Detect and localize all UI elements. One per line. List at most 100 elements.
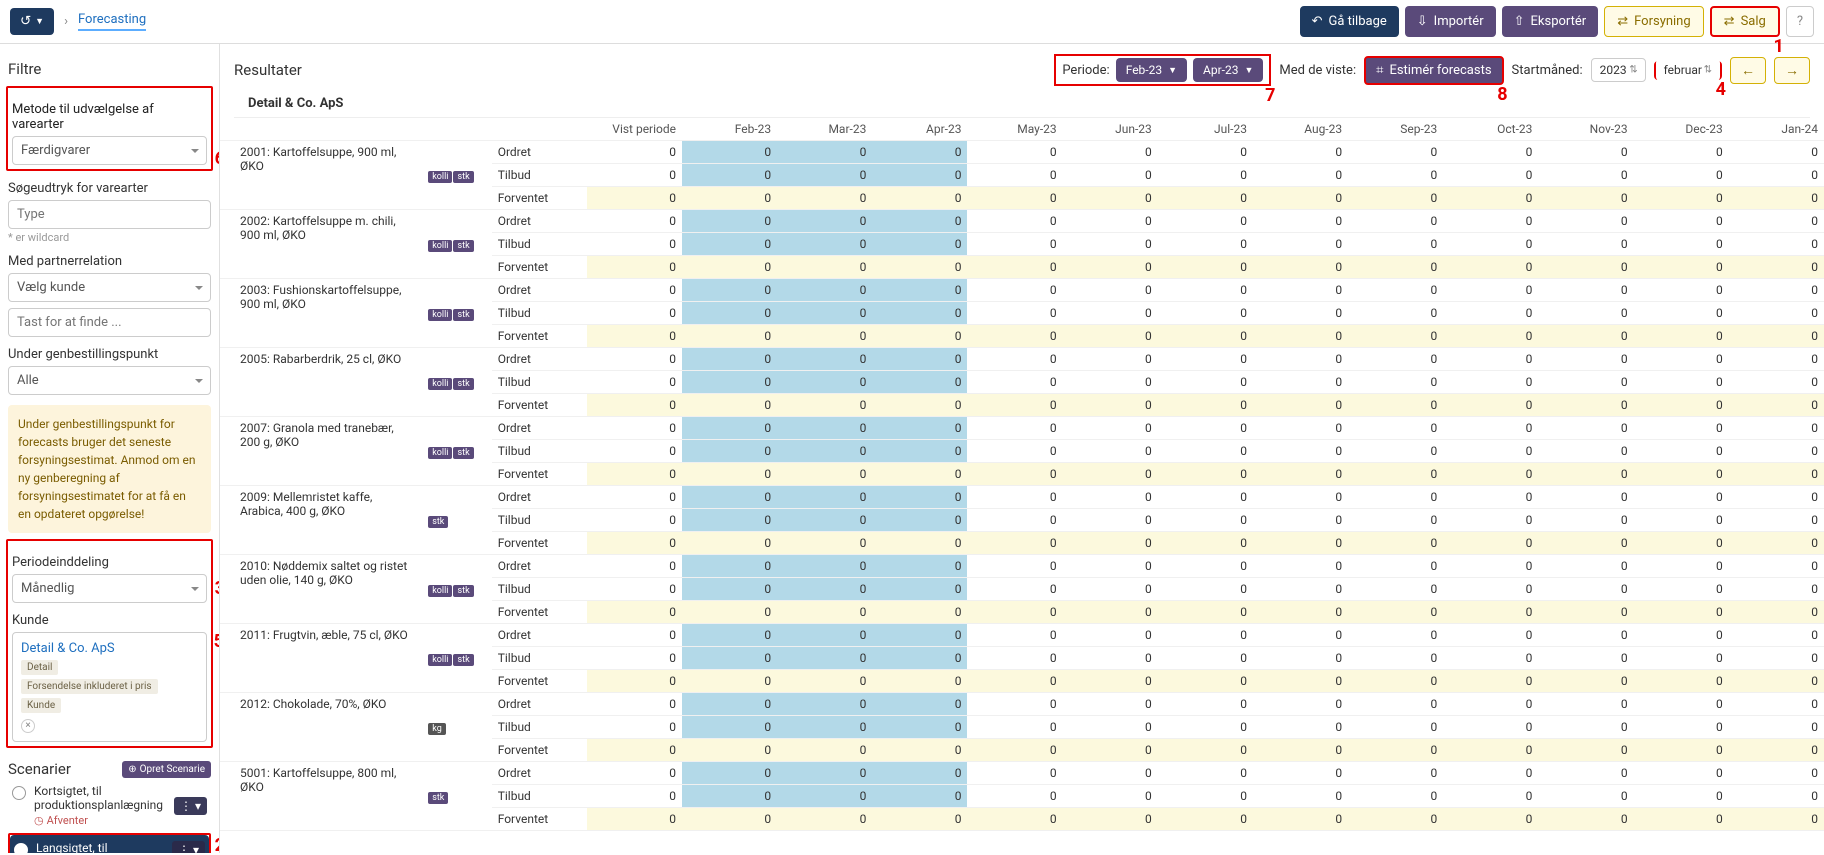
cell-value[interactable]: 0 bbox=[967, 394, 1062, 417]
cell-value[interactable]: 0 bbox=[1443, 394, 1538, 417]
cell-value[interactable]: 0 bbox=[872, 624, 967, 647]
cell-value[interactable]: 0 bbox=[1158, 233, 1253, 256]
cell-value[interactable]: 0 bbox=[1443, 417, 1538, 440]
cell-vist[interactable]: 0 bbox=[587, 233, 682, 256]
cell-value[interactable]: 0 bbox=[777, 509, 872, 532]
cell-value[interactable]: 0 bbox=[1634, 578, 1729, 601]
cell-value[interactable]: 0 bbox=[967, 601, 1062, 624]
cell-value[interactable]: 0 bbox=[872, 210, 967, 233]
cell-value[interactable]: 0 bbox=[1729, 532, 1824, 555]
cell-value[interactable]: 0 bbox=[1348, 164, 1443, 187]
forsyning-button[interactable]: ⇄ Forsyning bbox=[1604, 6, 1703, 37]
cell-value[interactable]: 0 bbox=[1063, 233, 1158, 256]
cell-value[interactable]: 0 bbox=[1063, 532, 1158, 555]
cell-value[interactable]: 0 bbox=[967, 647, 1062, 670]
cell-value[interactable]: 0 bbox=[1443, 762, 1538, 785]
cell-value[interactable]: 0 bbox=[1538, 187, 1633, 210]
cell-value[interactable]: 0 bbox=[1253, 808, 1348, 831]
cell-value[interactable]: 0 bbox=[1063, 601, 1158, 624]
cell-value[interactable]: 0 bbox=[1634, 808, 1729, 831]
cell-value[interactable]: 0 bbox=[1729, 555, 1824, 578]
cell-value[interactable]: 0 bbox=[872, 555, 967, 578]
cell-value[interactable]: 0 bbox=[1729, 440, 1824, 463]
cell-value[interactable]: 0 bbox=[1158, 486, 1253, 509]
cell-value[interactable]: 0 bbox=[1158, 601, 1253, 624]
cell-value[interactable]: 0 bbox=[967, 210, 1062, 233]
cell-value[interactable]: 0 bbox=[1158, 279, 1253, 302]
cell-value[interactable]: 0 bbox=[1348, 233, 1443, 256]
help-button[interactable]: ? bbox=[1786, 6, 1814, 37]
cell-value[interactable]: 0 bbox=[777, 578, 872, 601]
cell-value[interactable]: 0 bbox=[872, 808, 967, 831]
genbest-select[interactable]: Alle bbox=[8, 366, 211, 395]
cell-vist[interactable]: 0 bbox=[587, 325, 682, 348]
cell-value[interactable]: 0 bbox=[1158, 325, 1253, 348]
cell-value[interactable]: 0 bbox=[1348, 601, 1443, 624]
cell-value[interactable]: 0 bbox=[682, 371, 777, 394]
cell-value[interactable]: 0 bbox=[1443, 509, 1538, 532]
cell-value[interactable]: 0 bbox=[1253, 785, 1348, 808]
cell-value[interactable]: 0 bbox=[682, 624, 777, 647]
cell-value[interactable]: 0 bbox=[1443, 624, 1538, 647]
cell-value[interactable]: 0 bbox=[1729, 210, 1824, 233]
cell-value[interactable]: 0 bbox=[967, 279, 1062, 302]
cell-value[interactable]: 0 bbox=[682, 601, 777, 624]
cell-value[interactable]: 0 bbox=[1729, 256, 1824, 279]
cell-value[interactable]: 0 bbox=[967, 808, 1062, 831]
cell-value[interactable]: 0 bbox=[1443, 187, 1538, 210]
cell-value[interactable]: 0 bbox=[872, 739, 967, 762]
cell-value[interactable]: 0 bbox=[682, 348, 777, 371]
cell-value[interactable]: 0 bbox=[1253, 164, 1348, 187]
estimer-forecasts-button[interactable]: ⌗ Estimér forecasts bbox=[1364, 56, 1503, 85]
cell-vist[interactable]: 0 bbox=[587, 302, 682, 325]
cell-value[interactable]: 0 bbox=[1443, 578, 1538, 601]
cell-vist[interactable]: 0 bbox=[587, 279, 682, 302]
radio-icon[interactable] bbox=[12, 786, 26, 800]
cell-value[interactable]: 0 bbox=[967, 233, 1062, 256]
cell-vist[interactable]: 0 bbox=[587, 716, 682, 739]
cell-value[interactable]: 0 bbox=[1063, 739, 1158, 762]
metode-select[interactable]: Færdigvarer bbox=[12, 136, 207, 165]
cell-vist[interactable]: 0 bbox=[587, 693, 682, 716]
cell-value[interactable]: 0 bbox=[967, 164, 1062, 187]
cell-value[interactable]: 0 bbox=[777, 325, 872, 348]
cell-value[interactable]: 0 bbox=[1348, 670, 1443, 693]
cell-value[interactable]: 0 bbox=[1538, 647, 1633, 670]
cell-value[interactable]: 0 bbox=[1538, 325, 1633, 348]
cell-value[interactable]: 0 bbox=[1158, 785, 1253, 808]
cell-value[interactable]: 0 bbox=[1063, 325, 1158, 348]
cell-value[interactable]: 0 bbox=[777, 486, 872, 509]
cell-value[interactable]: 0 bbox=[1063, 417, 1158, 440]
cell-value[interactable]: 0 bbox=[1729, 739, 1824, 762]
cell-value[interactable]: 0 bbox=[1063, 509, 1158, 532]
cell-value[interactable]: 0 bbox=[1538, 417, 1633, 440]
cell-value[interactable]: 0 bbox=[1063, 486, 1158, 509]
cell-vist[interactable]: 0 bbox=[587, 463, 682, 486]
cell-value[interactable]: 0 bbox=[872, 187, 967, 210]
cell-vist[interactable]: 0 bbox=[587, 348, 682, 371]
cell-value[interactable]: 0 bbox=[967, 578, 1062, 601]
cell-value[interactable]: 0 bbox=[967, 693, 1062, 716]
history-button[interactable]: ↺ ▼ bbox=[10, 8, 54, 35]
cell-value[interactable]: 0 bbox=[1348, 486, 1443, 509]
cell-value[interactable]: 0 bbox=[1634, 141, 1729, 164]
cell-value[interactable]: 0 bbox=[1443, 693, 1538, 716]
cell-value[interactable]: 0 bbox=[1348, 647, 1443, 670]
cell-value[interactable]: 0 bbox=[682, 256, 777, 279]
cell-value[interactable]: 0 bbox=[1729, 509, 1824, 532]
cell-value[interactable]: 0 bbox=[682, 302, 777, 325]
cell-value[interactable]: 0 bbox=[777, 463, 872, 486]
cell-value[interactable]: 0 bbox=[1729, 371, 1824, 394]
cell-value[interactable]: 0 bbox=[1348, 141, 1443, 164]
cell-value[interactable]: 0 bbox=[1634, 164, 1729, 187]
cell-value[interactable]: 0 bbox=[1158, 693, 1253, 716]
cell-value[interactable]: 0 bbox=[1538, 440, 1633, 463]
cell-value[interactable]: 0 bbox=[1063, 555, 1158, 578]
cell-value[interactable]: 0 bbox=[1253, 739, 1348, 762]
cell-value[interactable]: 0 bbox=[682, 647, 777, 670]
partner-select[interactable]: Vælg kunde bbox=[8, 273, 211, 302]
partner-search-input[interactable] bbox=[8, 308, 211, 337]
cell-vist[interactable]: 0 bbox=[587, 371, 682, 394]
cell-vist[interactable]: 0 bbox=[587, 141, 682, 164]
cell-value[interactable]: 0 bbox=[682, 693, 777, 716]
